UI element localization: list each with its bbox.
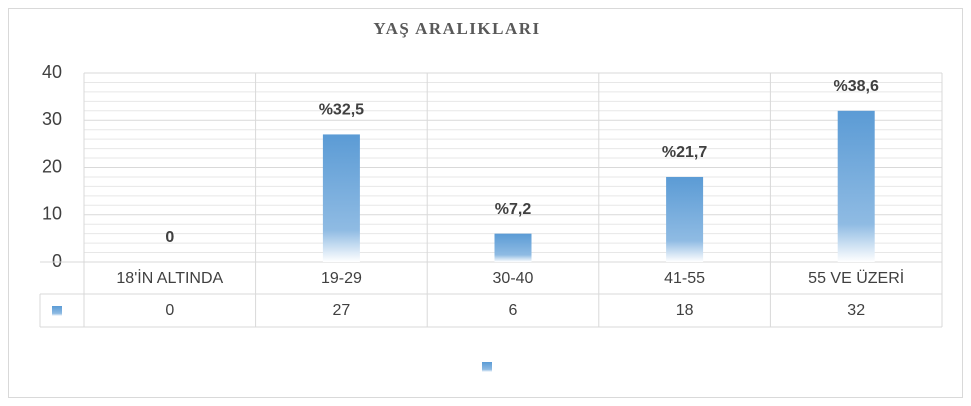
y-tick-label: 20 — [42, 156, 62, 176]
y-tick-label: 10 — [42, 204, 62, 224]
data-label: %38,6 — [834, 78, 879, 95]
x-tick-label: 19-29 — [321, 270, 362, 287]
chart-title: YAŞ ARALIKLARI — [373, 19, 540, 38]
y-tick-label: 30 — [42, 109, 62, 129]
x-tick-label: 41-55 — [664, 270, 705, 287]
x-tick-label: 18'İN ALTINDA — [116, 268, 223, 287]
table-value: 32 — [847, 302, 865, 319]
bar — [837, 110, 875, 262]
data-label: %7,2 — [495, 201, 532, 218]
y-tick-label: 0 — [52, 251, 62, 271]
bar — [494, 233, 532, 262]
table-value: 18 — [676, 302, 694, 319]
data-label: %21,7 — [662, 144, 707, 161]
y-tick-label: 40 — [42, 62, 62, 82]
table-value: 6 — [509, 302, 518, 319]
table-value: 0 — [165, 302, 174, 319]
data-label: %32,5 — [319, 102, 364, 119]
bar — [322, 134, 360, 262]
bar — [666, 176, 704, 262]
chart-border — [8, 8, 963, 398]
legend-key — [482, 362, 492, 372]
table-value: 27 — [333, 302, 351, 319]
legend-key — [52, 306, 62, 316]
data-label: 0 — [165, 229, 174, 246]
x-tick-label: 55 VE ÜZERİ — [808, 268, 904, 287]
x-tick-label: 30-40 — [493, 270, 534, 287]
